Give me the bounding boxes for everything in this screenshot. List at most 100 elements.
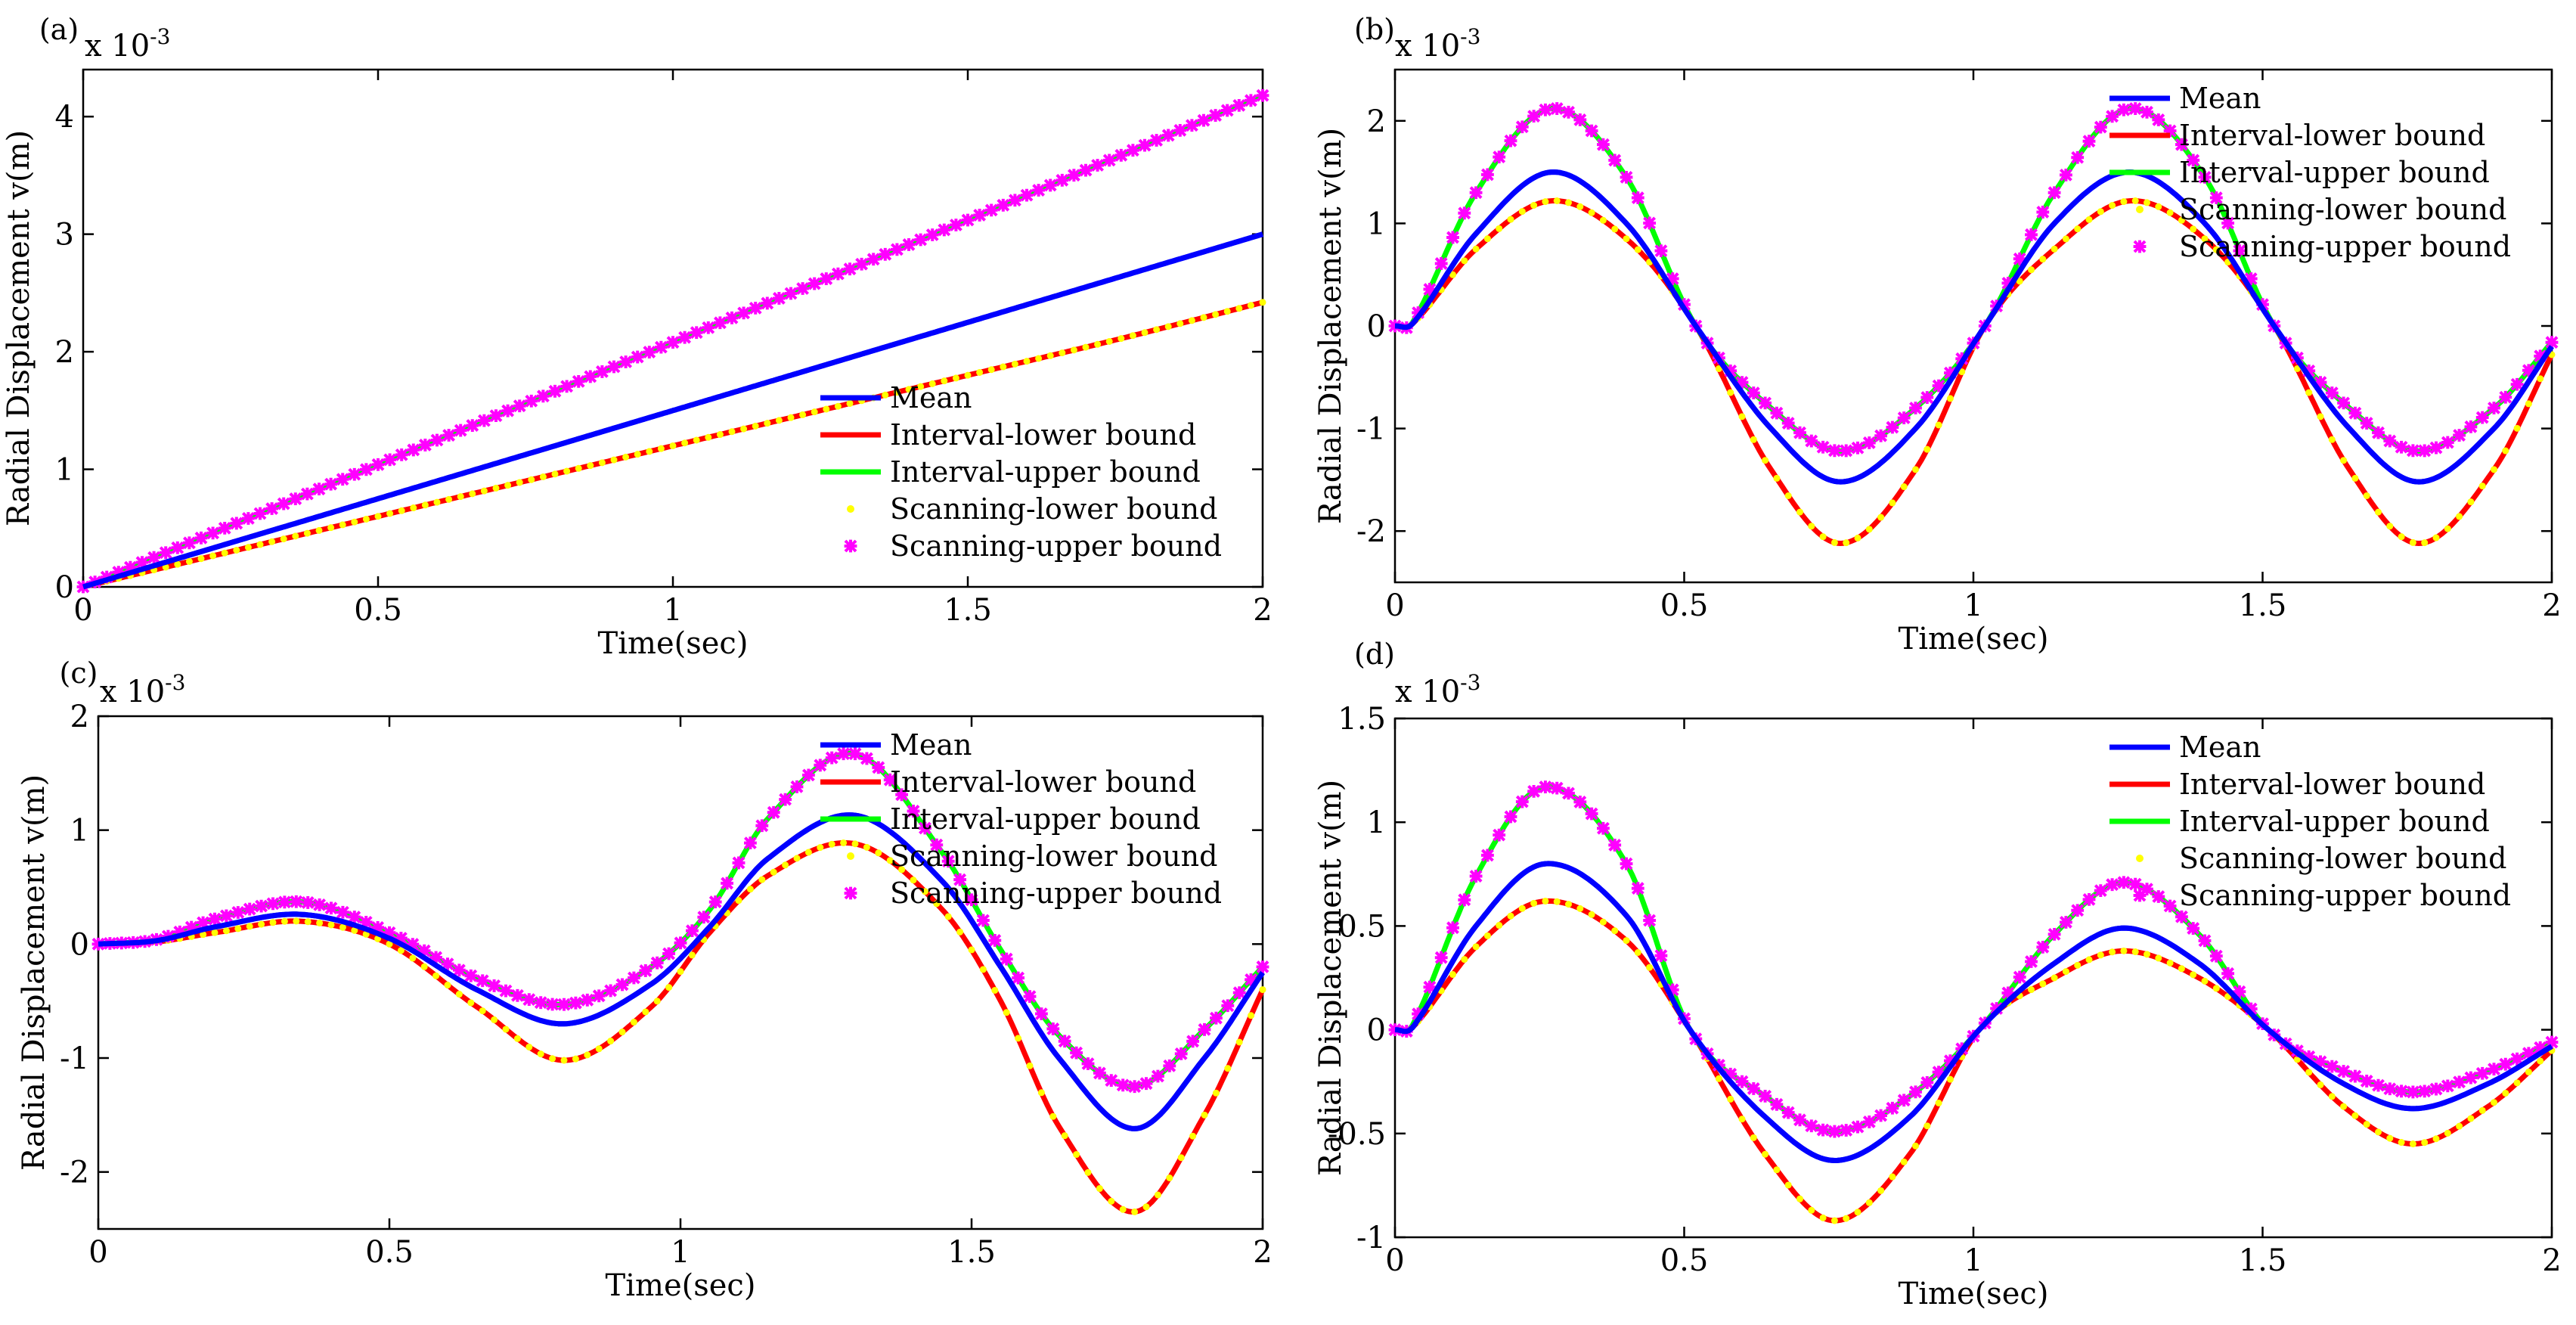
scanning-lower-marker: [2190, 225, 2197, 233]
scanning-lower-marker: [575, 464, 582, 472]
scanning-upper-marker: [1493, 828, 1506, 842]
scanning-lower-marker: [1449, 971, 1456, 979]
scanning-upper-marker: [501, 404, 515, 417]
scanning-lower-marker: [1247, 302, 1254, 309]
scanning-upper-marker: [1174, 1047, 1188, 1060]
scanning-upper-marker: [814, 759, 827, 772]
scanning-lower-marker: [2363, 1121, 2370, 1128]
y-axis-label: Radial Displacement v(m): [1313, 780, 1348, 1176]
scanning-upper-marker: [1573, 795, 1587, 808]
scanning-upper-marker: [1920, 391, 1934, 404]
y-scale-exponent: -3: [1460, 24, 1480, 49]
scanning-lower-marker: [2328, 436, 2336, 443]
scanning-lower-marker: [209, 552, 217, 560]
scanning-upper-marker: [2117, 103, 2131, 116]
scanning-lower-marker: [293, 917, 300, 925]
scanning-upper-marker: [1504, 134, 1517, 147]
scanning-lower-marker: [2051, 245, 2058, 253]
scanning-upper-marker: [1000, 952, 1013, 966]
scanning-upper-marker: [1793, 1113, 1806, 1127]
scanning-upper-marker: [801, 768, 815, 782]
scanning-lower-marker: [2155, 203, 2162, 210]
scanning-lower-marker: [2351, 1112, 2359, 1119]
scanning-upper-marker: [825, 751, 839, 765]
scanning-upper-marker: [406, 938, 420, 951]
scanning-lower-marker: [863, 843, 870, 851]
scanning-lower-marker: [2317, 413, 2324, 420]
scanning-upper-marker: [820, 272, 833, 286]
scanning-lower-marker: [2085, 956, 2093, 963]
scanning-upper-marker: [371, 920, 385, 934]
scanning-lower-marker: [2016, 278, 2023, 285]
scanning-upper-marker: [2475, 411, 2489, 424]
scanning-upper-marker: [147, 551, 161, 564]
scanning-upper-marker: [1781, 417, 1795, 430]
legend-entry-scanning-lower-bound-label: Scanning-lower bound: [890, 492, 1217, 526]
scanning-upper-marker: [442, 429, 456, 442]
scanning-upper-marker: [1724, 364, 1737, 377]
scanning-lower-marker: [804, 849, 812, 856]
scanning-upper-marker: [2418, 444, 2432, 458]
scanning-lower-marker: [1854, 534, 1861, 541]
scanning-lower-marker: [1623, 235, 1630, 243]
scanning-lower-marker: [2144, 199, 2150, 206]
scanning-lower-marker: [469, 490, 476, 498]
scanning-upper-marker: [569, 996, 582, 1010]
scanning-upper-marker: [2013, 970, 2026, 984]
scanning-upper-marker: [984, 203, 998, 217]
scanning-lower-marker: [1166, 1174, 1173, 1181]
scanning-lower-marker: [1611, 927, 1619, 935]
scanning-upper-marker: [837, 747, 851, 761]
scanning-upper-marker: [324, 477, 338, 491]
legend: Mean Interval-lower bound Interval-upper b…: [820, 381, 1222, 563]
scanning-upper-marker: [476, 974, 489, 988]
scanning-upper-marker: [477, 414, 491, 427]
scanning-upper-marker: [831, 267, 845, 281]
scanning-lower-marker: [1096, 1185, 1103, 1193]
scanning-upper-marker: [2302, 1050, 2316, 1063]
scanning-lower-marker: [2190, 971, 2197, 979]
scanning-upper-marker: [2128, 102, 2142, 115]
scanning-lower-marker: [502, 1026, 510, 1033]
scanning-upper-marker: [2499, 390, 2512, 404]
scanning-upper-marker: [732, 856, 746, 870]
scanning-upper-marker: [2441, 436, 2454, 449]
scanning-lower-marker: [1131, 1208, 1139, 1215]
scanning-upper-marker: [1827, 444, 1841, 458]
x-axis-label: Time(sec): [1899, 622, 2049, 656]
scanning-upper-marker: [2036, 206, 2050, 219]
scanning-upper-marker: [1469, 186, 1483, 200]
scanning-upper-marker: [313, 898, 327, 911]
scanning-upper-marker: [949, 219, 963, 231]
scanning-lower-marker: [2386, 523, 2394, 530]
scanning-upper-marker: [2071, 150, 2085, 164]
scanning-lower-marker: [1189, 1132, 1197, 1140]
scanning-lower-marker: [2178, 216, 2185, 224]
series-line-mean-top: [82, 231, 1264, 590]
scanning-lower-marker: [2131, 948, 2139, 956]
scanning-lower-marker: [1611, 225, 1619, 233]
legend-entry-scanning-upper-bound-swatch: [844, 539, 857, 553]
scanning-lower-marker: [2467, 1115, 2475, 1122]
scanning-lower-marker: [610, 456, 618, 464]
scanning-lower-marker: [716, 431, 724, 439]
scanning-lower-marker: [976, 368, 984, 376]
scanning-upper-marker: [1150, 134, 1164, 147]
scanning-upper-marker: [1805, 1119, 1818, 1133]
scanning-lower-marker: [1808, 523, 1815, 530]
scanning-upper-marker: [1654, 244, 1668, 258]
scanning-lower-marker: [467, 999, 475, 1007]
scanning-upper-marker: [930, 838, 944, 852]
scanning-upper-marker: [2488, 1063, 2500, 1076]
scanning-upper-marker: [941, 855, 955, 868]
scanning-lower-marker: [1773, 474, 1781, 482]
scanning-upper-marker: [2082, 135, 2096, 148]
y-tick-label: 2: [55, 335, 74, 370]
scanning-upper-marker: [1862, 1116, 1876, 1128]
x-tick-label: 0: [1385, 588, 1404, 623]
scanning-lower-marker: [2444, 1129, 2451, 1137]
scanning-lower-marker: [281, 917, 288, 925]
scanning-upper-marker: [761, 296, 774, 310]
scanning-upper-marker: [2221, 967, 2235, 980]
scanning-lower-marker: [1015, 1035, 1022, 1042]
